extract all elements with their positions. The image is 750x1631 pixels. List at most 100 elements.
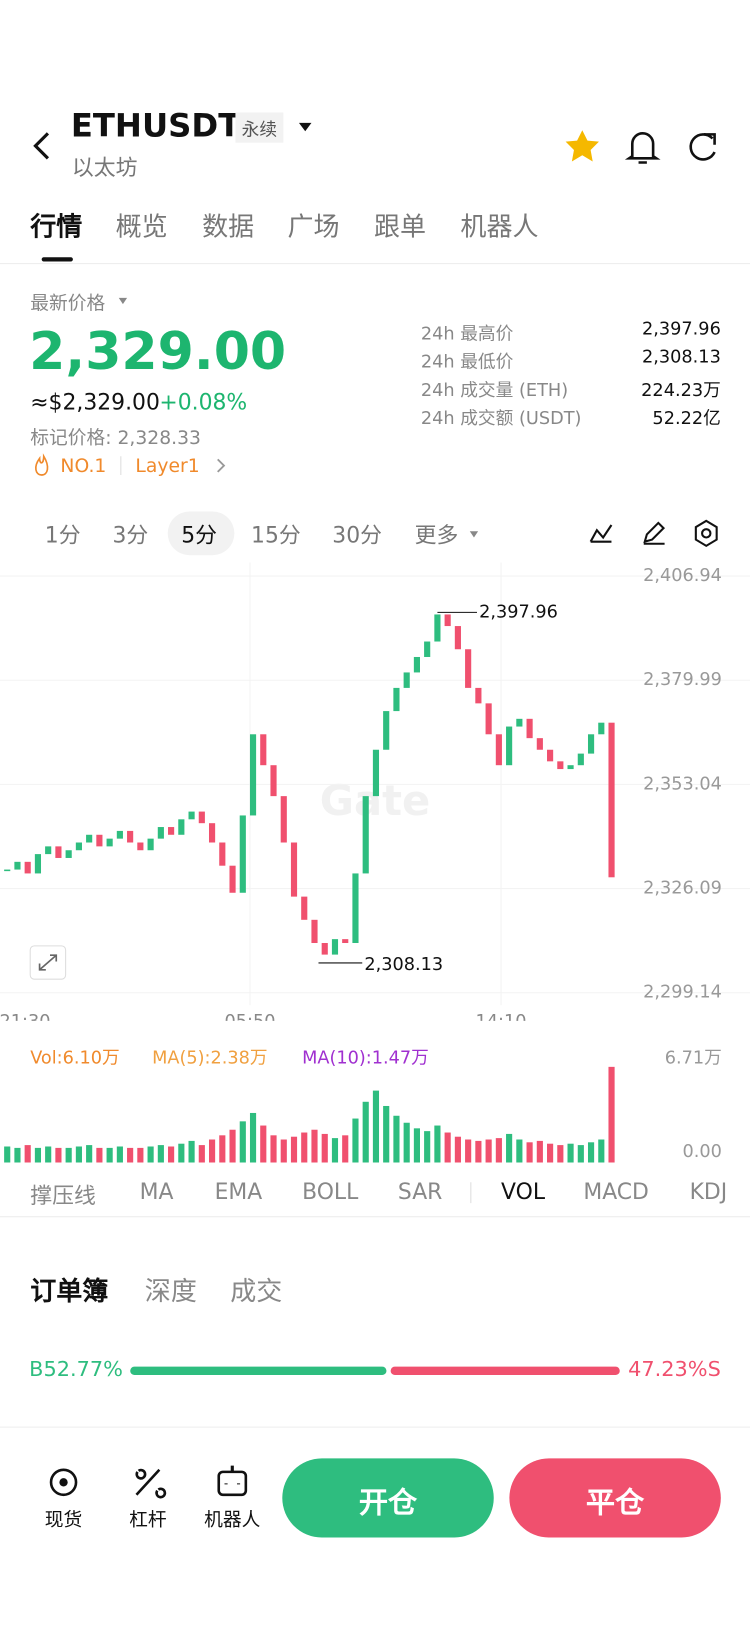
x-tick-label: 14:10 [476, 1012, 527, 1021]
nav-label[interactable]: 杠杆 [129, 1509, 167, 1532]
x-tick-label: 21:30 [0, 1012, 50, 1021]
volume-bar [362, 1101, 369, 1163]
volume-bar [434, 1125, 441, 1163]
volume-bar [178, 1143, 185, 1163]
tab[interactable]: 跟单 [373, 211, 427, 242]
book-tab[interactable]: 成交 [230, 1276, 283, 1307]
rank-tag[interactable]: NO.1 [60, 455, 107, 478]
candle [188, 811, 195, 820]
sector-tag[interactable]: Layer1 [135, 455, 200, 478]
candle [239, 815, 246, 893]
settings-icon [701, 528, 712, 539]
volume-bar [526, 1142, 533, 1163]
candle [444, 614, 451, 627]
indicator-tab[interactable]: BOLL [302, 1179, 359, 1205]
volume-bar [495, 1138, 502, 1163]
indicator-tab[interactable]: SAR [397, 1179, 443, 1205]
volume-bar [567, 1143, 574, 1163]
chevron-icon[interactable] [217, 458, 226, 473]
candle [14, 861, 21, 870]
close-button[interactable] [509, 1458, 721, 1538]
candle [311, 919, 318, 944]
margin-icon[interactable] [135, 1468, 167, 1499]
fire-icon [35, 453, 49, 476]
interval[interactable]: 更多 [414, 522, 459, 548]
close-label[interactable]: 平仓 [585, 1485, 645, 1520]
spot-icon [59, 1478, 68, 1487]
book-tab[interactable]: 深度 [144, 1276, 197, 1307]
nav-label[interactable]: 现货 [44, 1509, 83, 1532]
tab-indicator [41, 257, 73, 262]
volume-bar [260, 1125, 267, 1163]
interval[interactable]: 30分 [332, 522, 383, 548]
indicator-tab[interactable]: KDJ [689, 1179, 728, 1205]
volume-chart: Vol:6.10万 MA(5):2.38万 MA(10):1.47万 6.71万 0.0… [4, 1048, 722, 1163]
volume-bar [168, 1146, 175, 1163]
candle [270, 765, 277, 797]
interval[interactable]: 15分 [251, 522, 301, 548]
volume-bar [86, 1145, 93, 1163]
tab[interactable]: 机器人 [460, 211, 539, 242]
tab[interactable]: 数据 [202, 211, 255, 242]
y-tick-label: 0.00 [682, 1142, 721, 1162]
candle [157, 827, 164, 839]
indicator-tab[interactable]: EMA [214, 1179, 263, 1205]
sell-bar [390, 1366, 620, 1376]
tab[interactable]: 行情 [30, 211, 83, 242]
open-button[interactable] [282, 1458, 494, 1538]
low-label: 2,308.13 [364, 955, 443, 975]
indicator-tab[interactable]: MA [139, 1179, 174, 1205]
candle [516, 718, 523, 727]
settings-icon[interactable] [694, 519, 718, 548]
change: +0.08% [159, 389, 248, 415]
draw-icon[interactable] [643, 521, 666, 545]
bell-icon[interactable] [624, 132, 661, 164]
volume-bar [587, 1142, 595, 1163]
y-tick-label: 2,326.09 [643, 879, 722, 899]
volume-bar [506, 1133, 513, 1163]
candle [116, 830, 123, 839]
indicator-tab[interactable]: 撑压线 [30, 1183, 96, 1209]
volume-bar [311, 1129, 318, 1163]
candle [465, 649, 472, 688]
share-icon[interactable] [689, 133, 716, 161]
back-icon[interactable] [33, 132, 50, 160]
stat-value: 2,397.96 [641, 318, 721, 340]
star-icon[interactable] [565, 130, 599, 162]
volume-bar [290, 1136, 298, 1163]
indicator-icon[interactable] [589, 524, 613, 543]
tab[interactable]: 广场 [287, 211, 340, 242]
volume-bar [219, 1135, 226, 1163]
book-tab[interactable]: 订单簿 [30, 1276, 109, 1307]
dropdown-icon[interactable] [298, 122, 312, 132]
y-tick-label: 2,379.99 [643, 670, 722, 690]
volume-bar [342, 1135, 349, 1163]
volume-bar [137, 1147, 144, 1163]
stat-label: 24h 成交额 (USDT) [420, 408, 582, 430]
interval[interactable]: 3分 [112, 522, 149, 548]
candle [475, 687, 482, 704]
volume-bar [485, 1139, 492, 1163]
tab[interactable]: 概览 [115, 211, 168, 242]
interval[interactable]: 5分 [181, 522, 218, 548]
candle [168, 827, 175, 835]
volume-bar [127, 1147, 134, 1163]
dropdown-icon[interactable] [118, 297, 128, 305]
candle [260, 734, 267, 766]
candle [587, 734, 595, 754]
volume-bar [393, 1115, 400, 1163]
dropdown-icon[interactable] [469, 531, 479, 538]
interval[interactable]: 1分 [44, 522, 81, 548]
subtitle: 以太坊 [71, 155, 138, 181]
robot-icon[interactable] [217, 1470, 248, 1497]
volume-bar [413, 1128, 421, 1163]
spot-icon[interactable] [49, 1468, 78, 1497]
candle [393, 687, 400, 712]
candle [34, 854, 42, 874]
candle [96, 834, 103, 847]
nav-label[interactable]: 机器人 [204, 1509, 261, 1532]
open-label[interactable]: 开仓 [358, 1485, 418, 1520]
indicator-tab[interactable]: MACD [583, 1179, 649, 1205]
indicator-tab[interactable]: VOL [501, 1179, 546, 1205]
